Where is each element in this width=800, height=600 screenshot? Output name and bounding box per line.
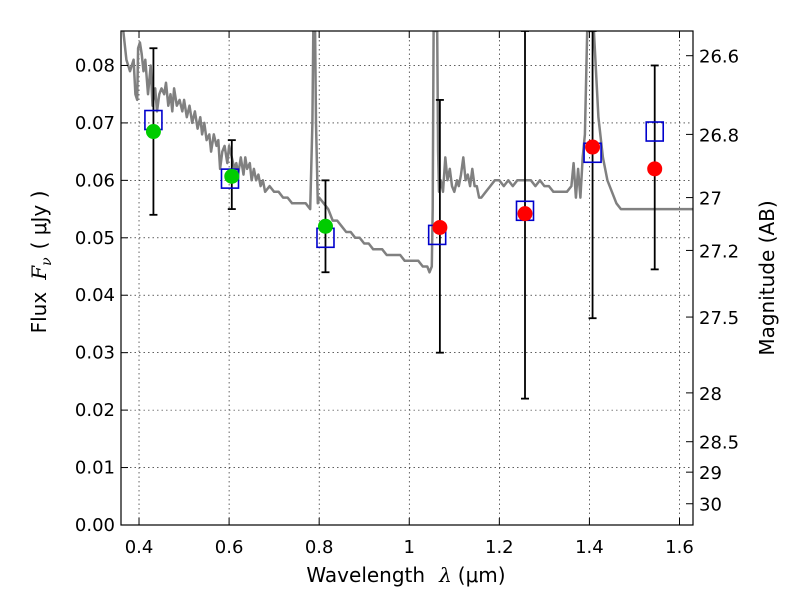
right-axis-title: Magnitude (AB) xyxy=(755,200,779,355)
plot-background xyxy=(121,31,693,525)
right-tick-label: 27 xyxy=(699,189,722,210)
y-tick-label: 0.03 xyxy=(75,343,115,364)
ir-point xyxy=(517,206,533,222)
optical-points xyxy=(145,124,333,234)
ir-points xyxy=(432,139,663,235)
x-axis-title: Wavelength λ (μm) xyxy=(306,563,505,587)
right-tick-label: 26.6 xyxy=(699,47,739,68)
x-tick-label: 1.2 xyxy=(485,537,514,558)
ir-point xyxy=(432,219,448,235)
x-axis-symbol: λ xyxy=(438,563,452,587)
right-tick-label: 28 xyxy=(699,384,722,405)
right-tick-labels: 26.6 26.8 27 27.2 27.5 28 28.5 29 30 xyxy=(699,47,739,516)
right-tick-label: 27.2 xyxy=(699,241,739,262)
x-axis-unit: (μm) xyxy=(458,563,506,587)
x-tick-label: 1.4 xyxy=(575,537,604,558)
y-axis-symbol: F xyxy=(27,265,51,281)
spectrum-line xyxy=(122,31,693,274)
x-axis-label: Wavelength xyxy=(306,563,425,587)
optical-point xyxy=(224,168,240,184)
x-tick-label: 0.8 xyxy=(305,537,334,558)
x-tick-label: 0.4 xyxy=(125,537,154,558)
y-tick-label: 0.00 xyxy=(75,515,115,536)
x-tick-label: 0.6 xyxy=(215,537,244,558)
right-tick-label: 28.5 xyxy=(699,433,739,454)
ir-point xyxy=(647,161,663,177)
right-tick-label: 30 xyxy=(699,495,722,516)
spectrum-layer xyxy=(122,31,693,274)
y-axis-label: Flux xyxy=(27,292,51,334)
y-tick-label: 0.01 xyxy=(75,458,115,479)
plot-frame xyxy=(120,30,694,526)
y-tick-label: 0.04 xyxy=(75,285,115,306)
y-tick-label: 0.08 xyxy=(75,55,115,76)
error-bar xyxy=(588,31,597,320)
model-point xyxy=(645,121,665,142)
x-tick-label: 1 xyxy=(404,537,415,558)
y-tick-label: 0.02 xyxy=(75,400,115,421)
right-tick-label: 26.8 xyxy=(699,125,739,146)
optical-point xyxy=(145,124,161,140)
right-tick-label: 27.5 xyxy=(699,308,739,329)
tick-marks xyxy=(121,31,693,526)
y-axis-title: Flux Fν ( μJy ) xyxy=(27,191,55,334)
y-tick-label: 0.06 xyxy=(75,170,115,191)
right-tick-label: 29 xyxy=(699,463,722,484)
y-axis-subscript: ν xyxy=(39,257,55,266)
x-tick-label: 1.6 xyxy=(665,537,694,558)
x-tick-labels: 0.4 0.6 0.8 1 1.2 1.4 1.6 xyxy=(125,537,694,558)
y-tick-labels: 0.00 0.01 0.02 0.03 0.04 0.05 0.06 0.07 0.08 xyxy=(75,55,115,536)
y-axis-unit: ( μJy ) xyxy=(27,191,51,250)
optical-point xyxy=(317,218,333,234)
y-tick-label: 0.05 xyxy=(75,228,115,249)
y-tick-label: 0.07 xyxy=(75,113,115,134)
ir-point xyxy=(585,139,601,155)
